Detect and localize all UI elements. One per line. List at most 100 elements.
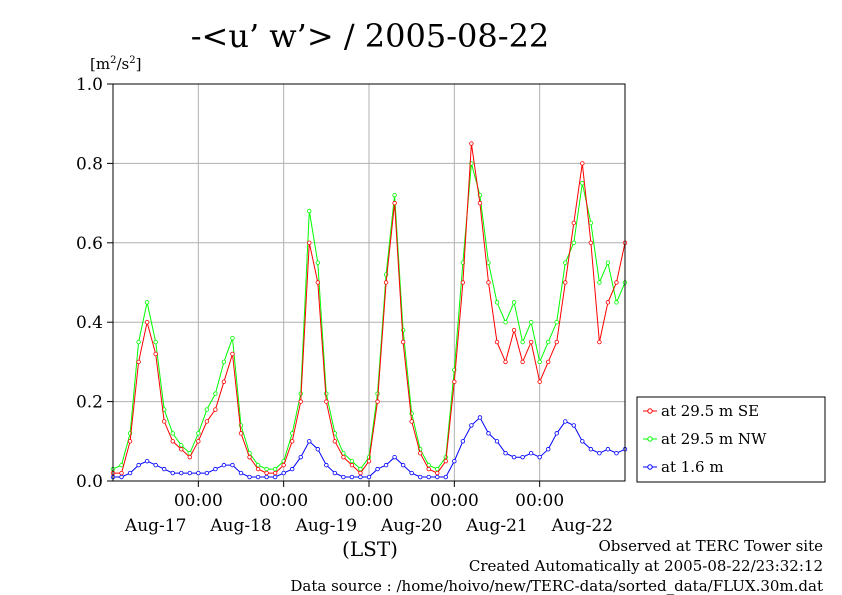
data-point (563, 260, 568, 265)
data-point (537, 454, 542, 460)
x-axis-label: (LST) (342, 537, 398, 561)
data-point (213, 407, 218, 412)
data-point (144, 320, 150, 325)
data-point (503, 451, 508, 456)
data-point (486, 431, 491, 436)
data-point (119, 474, 124, 480)
data-point (349, 458, 355, 464)
data-point (452, 458, 457, 464)
series-0 (110, 141, 628, 476)
data-point (264, 470, 269, 476)
data-point (366, 474, 372, 480)
data-point (358, 466, 363, 472)
data-point (571, 240, 576, 245)
data-point (580, 439, 585, 444)
data-point (341, 454, 346, 460)
data-point (554, 339, 559, 345)
data-point (170, 431, 175, 436)
data-point (196, 439, 201, 444)
data-point (170, 439, 175, 444)
legend-swatch-marker (647, 408, 653, 414)
data-point (528, 339, 534, 345)
legend-label: at 29.5 m SE (661, 402, 759, 420)
data-point (511, 300, 517, 305)
data-point (272, 470, 278, 476)
data-point (469, 423, 474, 428)
data-point (144, 458, 150, 464)
data-point (435, 470, 440, 476)
data-point (520, 359, 525, 365)
x-axis-ticks: 00:00 00:00 00:00 00:00 00:00 Aug-17 Aug-18 Aug… (124, 481, 613, 536)
legend: at 29.5 m SE at 29.5 m NW at 1.6 m (636, 396, 826, 483)
data-point (588, 240, 594, 245)
data-point (161, 419, 167, 424)
legend-box (636, 396, 826, 483)
data-point (315, 280, 320, 285)
data-point (358, 474, 363, 480)
data-point (290, 439, 295, 444)
data-point (418, 451, 423, 456)
data-point (605, 300, 611, 305)
y-tick-label: 1.0 (76, 75, 103, 95)
data-point (392, 192, 397, 198)
legend-swatch-marker (647, 464, 653, 470)
data-point (144, 300, 150, 305)
data-point (213, 391, 218, 396)
data-point (366, 458, 372, 464)
data-point (580, 181, 585, 186)
data-point (520, 339, 525, 345)
x-tick-time-label: 00:00 (259, 491, 308, 511)
data-point (546, 447, 551, 452)
x-tick-date-label: Aug-19 (295, 516, 357, 536)
data-point (153, 351, 158, 357)
legend-label: at 29.5 m NW (661, 430, 767, 448)
data-point (452, 379, 457, 384)
data-point (272, 474, 278, 480)
data-point (460, 439, 466, 444)
data-point (588, 447, 594, 452)
data-point (383, 462, 389, 468)
data-point (255, 466, 261, 472)
data-point (127, 470, 133, 476)
data-point (170, 470, 175, 476)
data-point (324, 462, 329, 468)
data-point (136, 462, 141, 468)
data-point (349, 474, 355, 480)
data-point (409, 470, 414, 476)
y-tick-label: 0.2 (76, 393, 103, 413)
data-point (546, 359, 551, 365)
data-point (571, 220, 576, 226)
x-tick-time-label: 00:00 (345, 491, 394, 511)
x-tick-time-label: 00:00 (174, 491, 223, 511)
data-point (563, 280, 568, 285)
x-tick-time-label: 00:00 (515, 491, 564, 511)
data-point (597, 339, 602, 345)
data-point (358, 470, 363, 476)
data-point (443, 458, 448, 464)
data-point (563, 419, 568, 424)
data-point (119, 462, 124, 468)
data-point (255, 462, 261, 468)
data-point (580, 161, 585, 166)
data-point (153, 462, 158, 468)
data-point (238, 470, 244, 476)
data-point (392, 454, 397, 460)
data-point (597, 280, 602, 285)
y-tick-label: 0.4 (76, 313, 103, 333)
data-point (196, 431, 201, 436)
data-point (264, 474, 269, 480)
data-point (307, 208, 312, 214)
data-point (230, 462, 235, 468)
data-point (187, 454, 192, 460)
data-point (179, 443, 184, 448)
data-point (196, 470, 201, 476)
y-tick-label: 0.6 (76, 234, 103, 254)
data-point (400, 462, 406, 468)
x-tick-date-label: Aug-20 (380, 516, 442, 536)
data-point (315, 447, 320, 452)
data-point (494, 300, 500, 305)
data-point (221, 462, 227, 468)
data-point (204, 470, 210, 476)
data-point (375, 399, 380, 404)
